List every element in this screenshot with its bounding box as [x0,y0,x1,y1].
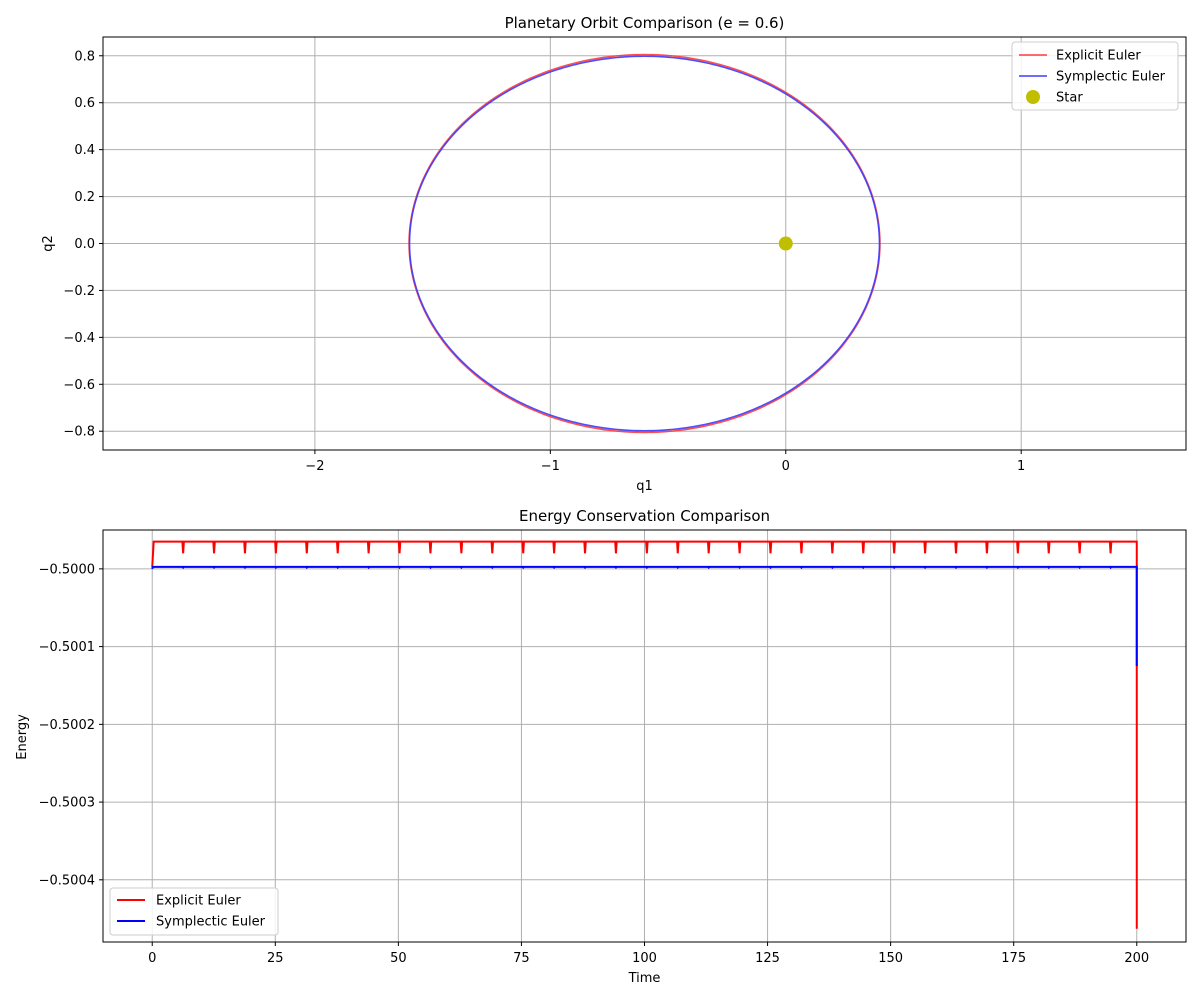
legend-energy-symplectic-euler-label: Symplectic Euler [156,915,266,930]
energy-legend: Explicit Euler Symplectic Euler [109,887,279,936]
energy-y-tick-label: −0.5004 [39,873,95,888]
energy-legend-box [109,887,279,936]
energy-y-tick-label: −0.5000 [39,562,95,577]
orbit-x-tick-label: −1 [541,459,560,474]
orbit-y-tick-label: −0.8 [63,425,95,440]
energy-y-tick-label: −0.5002 [39,718,95,733]
orbit-y-axis-label: q2 [41,235,56,252]
legend-explicit-euler-label: Explicit Euler [1056,49,1141,64]
orbit-x-ticks: −2 −1 0 1 [305,450,1025,474]
energy-y-axis-label: Energy [15,714,30,760]
orbit-y-tick-label: 0.6 [74,96,95,111]
orbit-chart-title: Planetary Orbit Comparison (e = 0.6) [505,14,785,32]
legend-symplectic-euler-label: Symplectic Euler [1056,70,1166,85]
orbit-y-tick-label: 0.0 [74,237,95,252]
energy-x-tick-label: 150 [878,951,903,966]
energy-x-tick-label: 50 [390,951,407,966]
energy-x-tick-label: 125 [755,951,780,966]
energy-series [151,540,1138,929]
orbit-y-tick-label: 0.2 [74,190,95,205]
orbit-y-tick-label: −0.4 [63,331,95,346]
orbit-x-tick-label: −2 [305,459,324,474]
energy-x-tick-label: 200 [1124,951,1149,966]
energy-x-tick-label: 75 [513,951,530,966]
energy-grid [103,530,1186,942]
energy-x-tick-label: 25 [267,951,284,966]
energy-y-tick-label: −0.5001 [39,640,95,655]
orbit-series [408,53,881,434]
orbit-x-tick-label: 1 [1017,459,1025,474]
energy-chart: Energy Conservation Comparison 0 25 50 75 10… [15,507,1187,986]
orbit-grid [103,37,1186,450]
energy-x-tick-label: 100 [632,951,657,966]
energy-y-ticks: −0.5000 −0.5001 −0.5002 −0.5003 −0.5004 [39,562,103,888]
orbit-legend: Explicit Euler Symplectic Euler Star [1011,41,1179,111]
energy-explicit-euler-line [151,540,1138,929]
orbit-symplectic-euler-line [408,55,881,432]
legend-energy-explicit-euler-label: Explicit Euler [156,894,241,909]
energy-x-ticks: 0 25 50 75 100 125 150 175 200 [148,942,1149,966]
orbit-y-tick-label: 0.4 [74,143,95,158]
orbit-x-tick-label: 0 [782,459,790,474]
orbit-y-tick-label: −0.2 [63,284,95,299]
orbit-chart: Planetary Orbit Comparison (e = 0.6) −2−… [41,14,1187,494]
orbit-legend-box [1011,41,1179,111]
legend-star-label: Star [1056,91,1083,106]
orbit-y-tick-label: −0.6 [63,378,95,393]
energy-x-axis-label: Time [628,971,661,986]
energy-chart-title: Energy Conservation Comparison [519,507,770,525]
orbit-x-axis-label: q1 [636,479,653,494]
energy-symplectic-euler-line [151,565,1138,667]
orbit-y-ticks: 0.8 0.6 0.4 0.2 0.0 −0.2 −0.4 −0.6 −0.8 [63,49,103,440]
legend-star-swatch [1026,90,1040,104]
energy-x-tick-label: 0 [148,951,156,966]
star-point [778,236,793,251]
orbit-y-tick-label: 0.8 [74,49,95,64]
energy-x-tick-label: 175 [1001,951,1026,966]
energy-y-tick-label: −0.5003 [39,796,95,811]
